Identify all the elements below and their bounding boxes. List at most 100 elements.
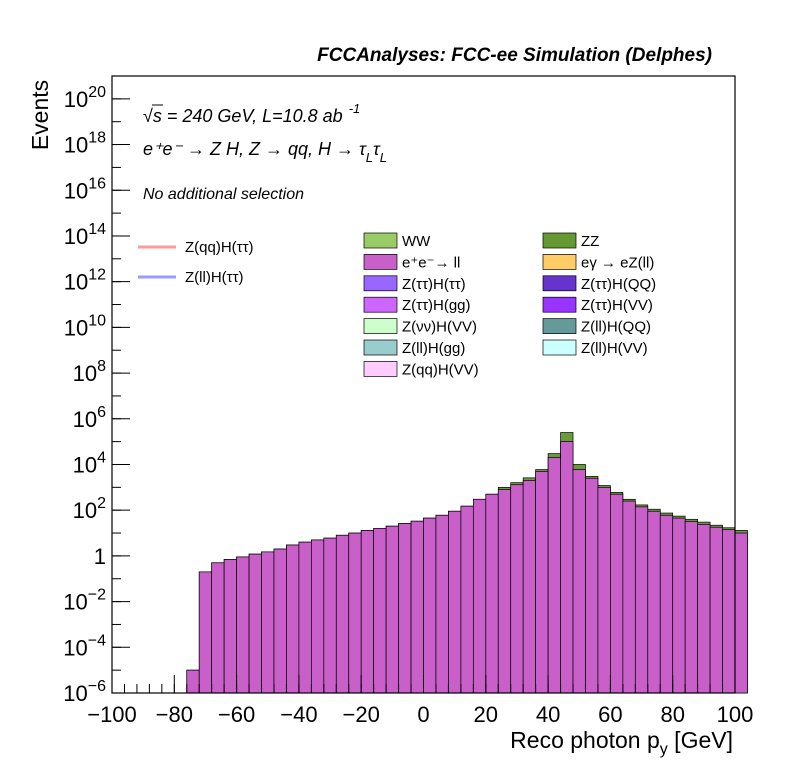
hist-bar-ee_ll-43 — [647, 510, 661, 694]
hist-bar-ee_ll-25 — [423, 517, 437, 694]
legend-fill-swatch — [363, 318, 398, 334]
axis-ticks: −100 −80 −60 −40 −20 0 20 40 60 80 100 10−6 10−4 10−2… — [63, 75, 754, 727]
hist-bar-ee_ll-47 — [697, 523, 711, 694]
hist-bar-ee_ll-36 — [560, 441, 574, 694]
x-tick-label: 80 — [660, 702, 684, 727]
hist-bar-ee_ll-9 — [223, 559, 237, 694]
hist-bar-ee_ll-50 — [734, 532, 748, 694]
annotation-process: e⁺e⁻ → Z H, Z → qq, H → τLτL — [143, 139, 387, 165]
hist-bar-ee_ll-27 — [448, 510, 462, 694]
histogram-layer — [186, 432, 748, 694]
hist-bar-ee_ll-7 — [198, 571, 213, 694]
hist-bar-ee_ll-33 — [522, 480, 536, 694]
hist-bar-ee_ll-17 — [323, 537, 337, 694]
hist-bar-ee_ll-19 — [348, 532, 362, 694]
legend-fill-label: Z(ll)H(VV) — [581, 340, 648, 357]
hist-bar-ee_ll-16 — [311, 539, 325, 694]
hist-bar-ee_ll-23 — [398, 523, 412, 694]
legend-fill-swatch — [363, 296, 398, 313]
hist-bar-ee_ll-45 — [672, 517, 686, 694]
x-axis-label: Reco photon py [GeV] — [510, 727, 733, 758]
legend-fill-swatch — [363, 232, 398, 249]
hist-bar-ee_ll-44 — [659, 514, 674, 694]
hist-bar-ee_ll-15 — [298, 541, 312, 694]
hist-bar-ee_ll-29 — [472, 498, 487, 694]
y-tick-label: 1 — [94, 544, 106, 569]
y-tick-label: 1016 — [64, 175, 106, 203]
legend-fill-swatch — [542, 339, 577, 356]
hist-bar-ee_ll-28 — [460, 505, 474, 694]
annotation-energy: √s = 240 GeV, L=10.8 ab -1 — [143, 101, 360, 126]
hist-bar-ee_ll-39 — [597, 486, 611, 694]
y-tick-label: 104 — [73, 449, 106, 477]
legend-fill-label: Z(ττ)H(ττ) — [402, 276, 466, 293]
y-tick-label: 102 — [73, 495, 106, 523]
legend-fill-label: Z(ll)H(gg) — [402, 340, 465, 357]
legend-fill-swatch — [363, 361, 398, 377]
hist-bar-ee_ll-40 — [610, 493, 624, 694]
hist-bar-ee_ll-13 — [273, 548, 287, 694]
hist-bar-ee_ll-34 — [535, 471, 549, 694]
legend-fill-label: eγ → eZ(ll) — [581, 254, 654, 271]
x-tick-label: −40 — [280, 702, 317, 727]
legend-fill-swatch — [363, 254, 398, 270]
y-tick-label: 1010 — [64, 312, 106, 340]
hist-bar-ee_ll-35 — [547, 457, 561, 694]
legend-fill: WW e⁺e⁻→ ll Z(ττ)H(ττ) Z(ττ)H(gg) Z(νν)H(VV)… — [363, 232, 656, 378]
hist-bar-ee_ll-10 — [236, 556, 250, 694]
legend-fill-swatch — [542, 296, 577, 313]
y-tick-label: 106 — [73, 404, 106, 432]
x-tick-label: −60 — [218, 702, 255, 727]
hist-bar-ee_ll-38 — [585, 477, 599, 694]
hist-bar-ee_ll-20 — [360, 530, 375, 694]
x-tick-label: 60 — [598, 702, 622, 727]
hist-bar-ee_ll-46 — [684, 521, 698, 694]
y-tick-label: 1012 — [64, 267, 106, 295]
legend-fill-label: Z(ττ)H(VV) — [581, 297, 653, 314]
hist-bar-ee_ll-42 — [634, 506, 649, 694]
hist-bar-ee_ll-37 — [572, 469, 586, 694]
hist-bar-ee_ll-41 — [622, 500, 636, 694]
hist-bar-ee_ll-48 — [709, 526, 723, 694]
hist-bar-ee_ll-22 — [385, 525, 399, 694]
legend-fill-swatch — [542, 254, 577, 270]
x-tick-label: −100 — [87, 702, 137, 727]
x-tick-label: 20 — [474, 702, 498, 727]
hist-bar-ee_ll-32 — [510, 484, 524, 694]
hist-bar-ee_ll-18 — [335, 534, 350, 694]
hist-bar-ee_ll-24 — [410, 520, 424, 694]
y-tick-label: 10−6 — [63, 678, 106, 706]
hist-bar-ee_ll-21 — [373, 528, 387, 694]
x-tick-label: 100 — [717, 702, 754, 727]
legend-fill-swatch — [542, 318, 577, 334]
legend-lines: Z(qq)H(ττ) Z(ll)H(ττ) — [138, 239, 254, 286]
y-tick-label: 1020 — [64, 84, 106, 112]
y-tick-label: 10−2 — [63, 587, 106, 615]
hist-bar-ee_ll-14 — [286, 544, 300, 694]
y-axis-label: Events — [27, 80, 53, 150]
legend-fill-swatch — [542, 232, 577, 249]
x-tick-label: −80 — [156, 702, 193, 727]
legend-fill-swatch — [542, 275, 577, 292]
x-tick-label: 40 — [536, 702, 560, 727]
legend-fill-label: ZZ — [581, 233, 599, 250]
x-tick-label: 0 — [417, 702, 429, 727]
y-tick-label: 1014 — [64, 221, 106, 249]
hist-bar-ee_ll-8 — [211, 562, 225, 694]
x-tick-label: −20 — [343, 702, 380, 727]
hist-bar-ee_ll-30 — [485, 493, 499, 694]
hist-bar-ee_ll-49 — [722, 529, 736, 694]
legend-line-label: Z(ll)H(ττ) — [185, 269, 244, 286]
y-tick-label: 10−4 — [63, 632, 106, 660]
legend-fill-label: Z(νν)H(VV) — [402, 319, 477, 336]
hist-bar-ee_ll-12 — [261, 551, 275, 694]
hist-bar-ee_ll-26 — [435, 514, 449, 694]
hist-bar-ee_ll-6 — [186, 669, 200, 694]
legend-fill-label: Z(ττ)H(gg) — [402, 297, 471, 314]
legend-fill-label: e⁺e⁻→ ll — [402, 254, 460, 271]
annotation-selection: No additional selection — [143, 186, 304, 203]
legend-fill-swatch — [363, 339, 398, 356]
legend-fill-label: Z(ll)H(QQ) — [581, 319, 651, 336]
y-tick-label: 108 — [73, 358, 106, 386]
